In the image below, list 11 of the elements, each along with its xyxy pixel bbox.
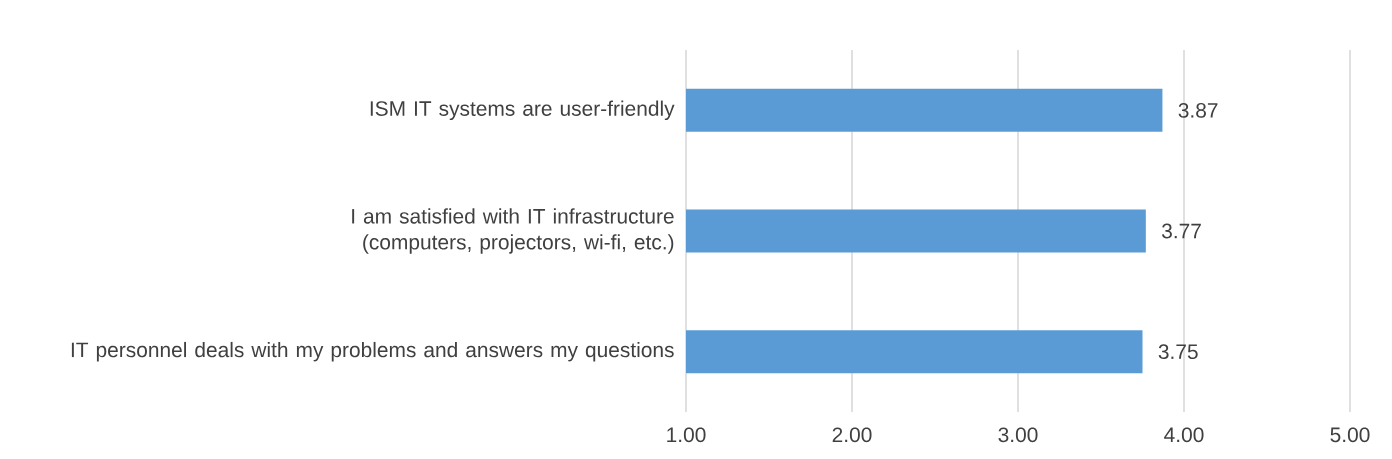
data-label: 3.87 [1178,102,1218,118]
y-tick-label: I am satisfied with IT infrastructure (computers, projectors, wi-fi, etc.) [352,208,674,254]
x-tick-label: 2.00 [832,427,872,443]
x-tick-label: 5.00 [1330,427,1370,443]
x-tick-label: 1.00 [667,427,706,443]
x-tick-label: 4.00 [1164,427,1204,443]
x-tick-label: 3.00 [998,427,1038,443]
data-label: 3.75 [1158,344,1198,360]
data-label: 3.77 [1161,223,1201,239]
y-tick-label: IT personnel deals with my problems and answers my questions [71,341,674,362]
y-tick-label: ISM IT systems are user-friendly [370,100,675,121]
